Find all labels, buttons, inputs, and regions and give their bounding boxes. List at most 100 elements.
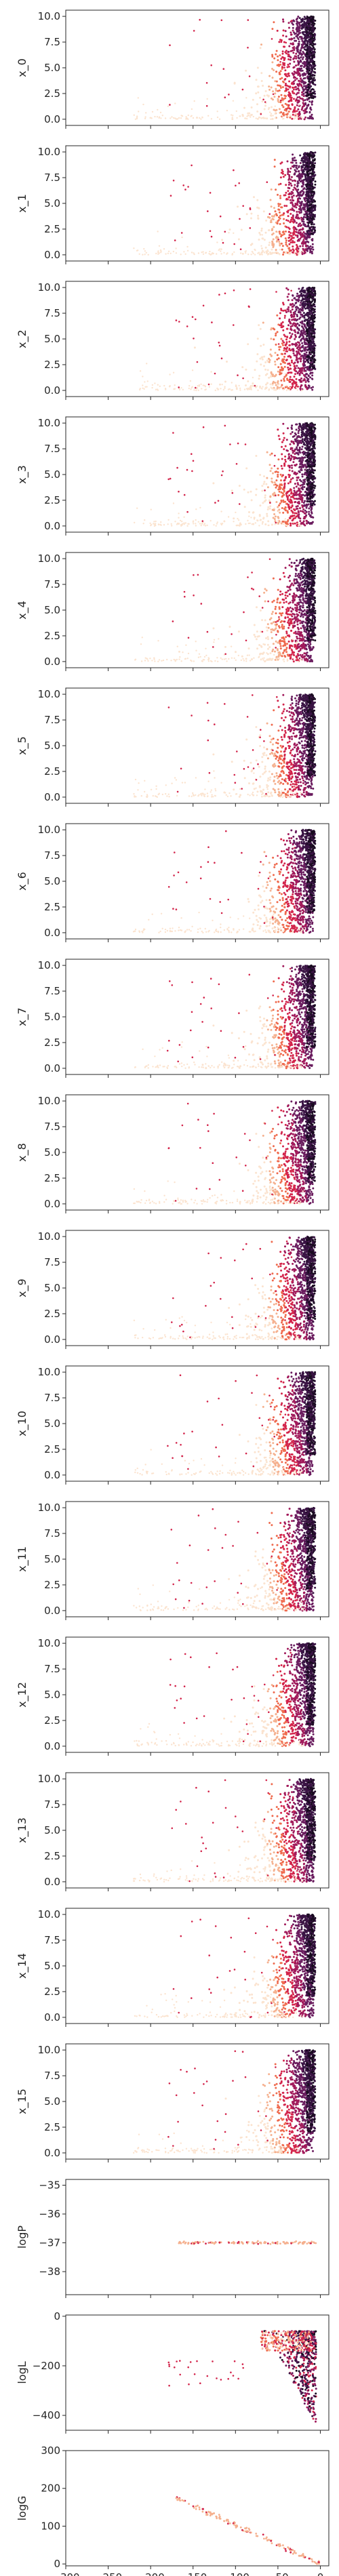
scatter-point (311, 100, 314, 102)
scatter-point (285, 226, 288, 228)
scatter-point (311, 20, 313, 23)
scatter-point (272, 215, 275, 218)
scatter-point (297, 225, 300, 228)
scatter-point (245, 368, 247, 371)
scatter-point (308, 187, 311, 190)
scatter-point (244, 250, 246, 253)
scatter-point (292, 214, 294, 217)
scatter-point (310, 430, 313, 433)
scatter-point (287, 184, 290, 186)
scatter-point (212, 482, 215, 485)
scatter-point (310, 15, 313, 18)
scatter-point (181, 115, 184, 117)
scatter-point (304, 509, 306, 512)
scatter-point (306, 331, 308, 334)
scatter-point (264, 361, 267, 363)
scatter-point (311, 218, 313, 220)
scatter-point (295, 298, 298, 301)
scatter-point (250, 116, 252, 118)
scatter-point (260, 72, 263, 75)
scatter-point (193, 389, 195, 391)
scatter-point (269, 115, 272, 117)
scatter-point (233, 517, 235, 520)
scatter-point (300, 116, 303, 119)
scatter-point (191, 251, 193, 254)
scatter-point (250, 499, 253, 502)
scatter-point (310, 81, 313, 83)
scatter-point (302, 374, 305, 376)
scatter-point (288, 243, 291, 245)
scatter-point (308, 66, 311, 69)
scatter-point (212, 252, 214, 255)
scatter-point (255, 455, 258, 457)
scatter-point (272, 93, 275, 96)
scatter-point (283, 59, 285, 62)
scatter-point (288, 181, 290, 184)
scatter-point (300, 510, 302, 512)
scatter-point (291, 361, 293, 363)
scatter-point (304, 17, 307, 20)
scatter-point (292, 220, 294, 223)
scatter-point (301, 342, 304, 344)
scatter-point (157, 108, 159, 111)
scatter-point (306, 188, 309, 190)
scatter-point (302, 365, 305, 367)
scatter-point (306, 71, 309, 73)
scatter-point (142, 376, 144, 378)
scatter-point (133, 247, 135, 249)
scatter-point (296, 444, 299, 447)
scatter-point (299, 440, 302, 442)
scatter-point (144, 254, 146, 256)
scatter-point (288, 55, 291, 58)
scatter-point (158, 252, 160, 254)
scatter-point (309, 94, 312, 97)
scatter-point (294, 184, 296, 186)
scatter-point (273, 226, 275, 228)
scatter-point (292, 495, 294, 498)
scatter-point (167, 105, 170, 107)
scatter-point (279, 502, 281, 505)
scatter-point (287, 215, 290, 218)
scatter-point (193, 338, 195, 340)
scatter-point (240, 252, 242, 254)
scatter-point (252, 115, 254, 118)
scatter-point (303, 252, 306, 255)
scatter-point (298, 287, 300, 290)
scatter-point (269, 199, 272, 201)
scatter-point (221, 384, 223, 386)
scatter-point (220, 250, 222, 252)
scatter-point (310, 329, 313, 331)
scatter-point (277, 428, 279, 431)
scatter-point (299, 311, 302, 314)
scatter-point (309, 38, 312, 41)
scatter-point (220, 388, 222, 390)
scatter-point (299, 380, 302, 383)
scatter-point (266, 181, 268, 184)
scatter-point (247, 254, 250, 256)
scatter-point (279, 373, 281, 376)
scatter-point (237, 205, 239, 208)
scatter-point (302, 208, 305, 211)
scatter-point (271, 477, 273, 480)
scatter-point (298, 68, 301, 71)
scatter-point (271, 229, 273, 232)
scatter-point (287, 173, 290, 176)
scatter-point (277, 239, 280, 241)
scatter-point (311, 28, 313, 31)
scatter-point (231, 489, 233, 492)
scatter-point (282, 20, 285, 23)
scatter-point (279, 70, 282, 73)
scatter-point (313, 223, 315, 226)
scatter-point (264, 231, 267, 234)
scatter-point (258, 207, 260, 209)
scatter-point (303, 24, 306, 27)
scatter-point (277, 471, 279, 474)
scatter-point (250, 243, 252, 246)
scatter-point (296, 239, 299, 242)
scatter-point (304, 324, 306, 326)
scatter-point (189, 380, 192, 382)
scatter-point (294, 453, 296, 456)
scatter-point (185, 118, 188, 120)
scatter-point (286, 350, 288, 353)
scatter-point (304, 41, 306, 43)
